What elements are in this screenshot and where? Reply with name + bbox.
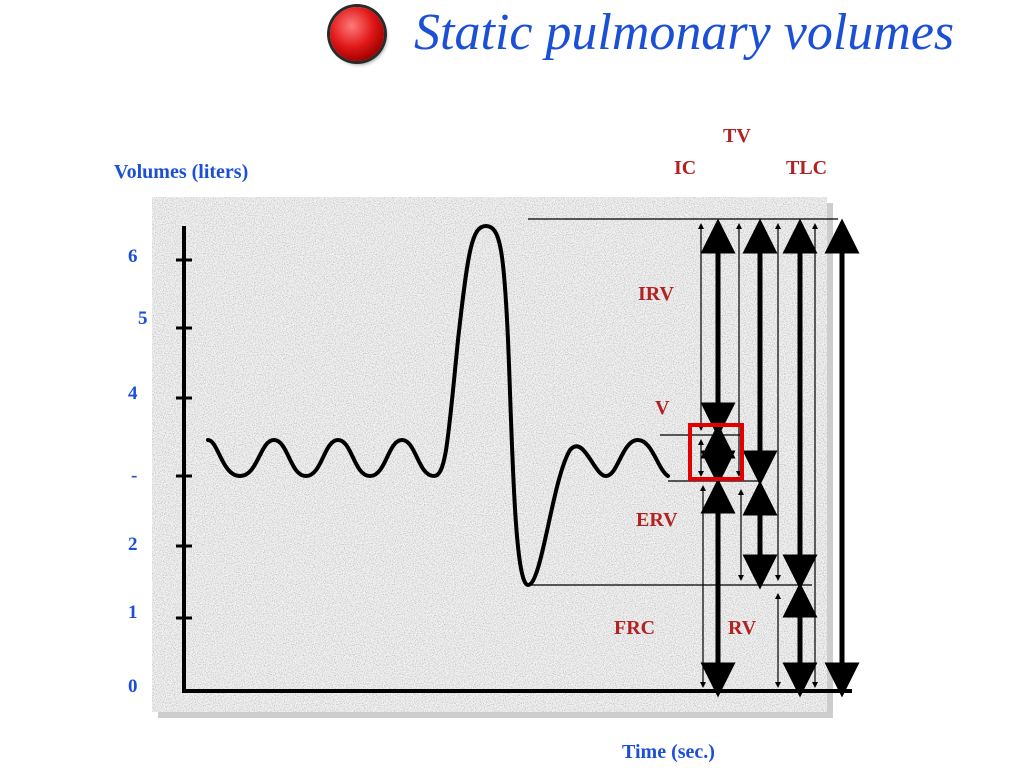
- volume-labels: TV IC TLC IRV V ERV FRC RV: [614, 125, 827, 639]
- thick-arrows: [700, 218, 860, 698]
- label-frc: FRC: [614, 617, 655, 639]
- label-tlc: TLC: [786, 157, 827, 179]
- slide-title: Static pulmonary volumes: [414, 4, 955, 61]
- red-bullet-icon: [330, 7, 384, 61]
- y-tick-label: 4: [128, 383, 138, 404]
- label-tv: TV: [723, 125, 751, 147]
- highlight-box: [688, 423, 744, 481]
- x-axis-label: Time (sec.): [622, 741, 715, 763]
- y-tick-labels: 6 5 4 - 2 1 0: [128, 246, 148, 697]
- chart-panel: [152, 197, 833, 718]
- axes: [176, 226, 852, 693]
- label-irv: IRV: [638, 283, 675, 305]
- y-tick-label: 0: [128, 676, 138, 697]
- label-rv: RV: [728, 617, 757, 639]
- label-v: V: [655, 397, 670, 419]
- y-tick-label: 6: [128, 246, 138, 267]
- label-ic: IC: [674, 157, 696, 179]
- y-tick-label: 5: [138, 308, 148, 329]
- y-tick-label: 1: [128, 602, 138, 623]
- label-erv: ERV: [636, 509, 678, 531]
- y-tick-label: 2: [128, 534, 138, 555]
- y-tick-label: -: [131, 465, 137, 486]
- spirogram-curve: [206, 224, 670, 587]
- y-axis-label: Volumes (liters): [114, 161, 248, 183]
